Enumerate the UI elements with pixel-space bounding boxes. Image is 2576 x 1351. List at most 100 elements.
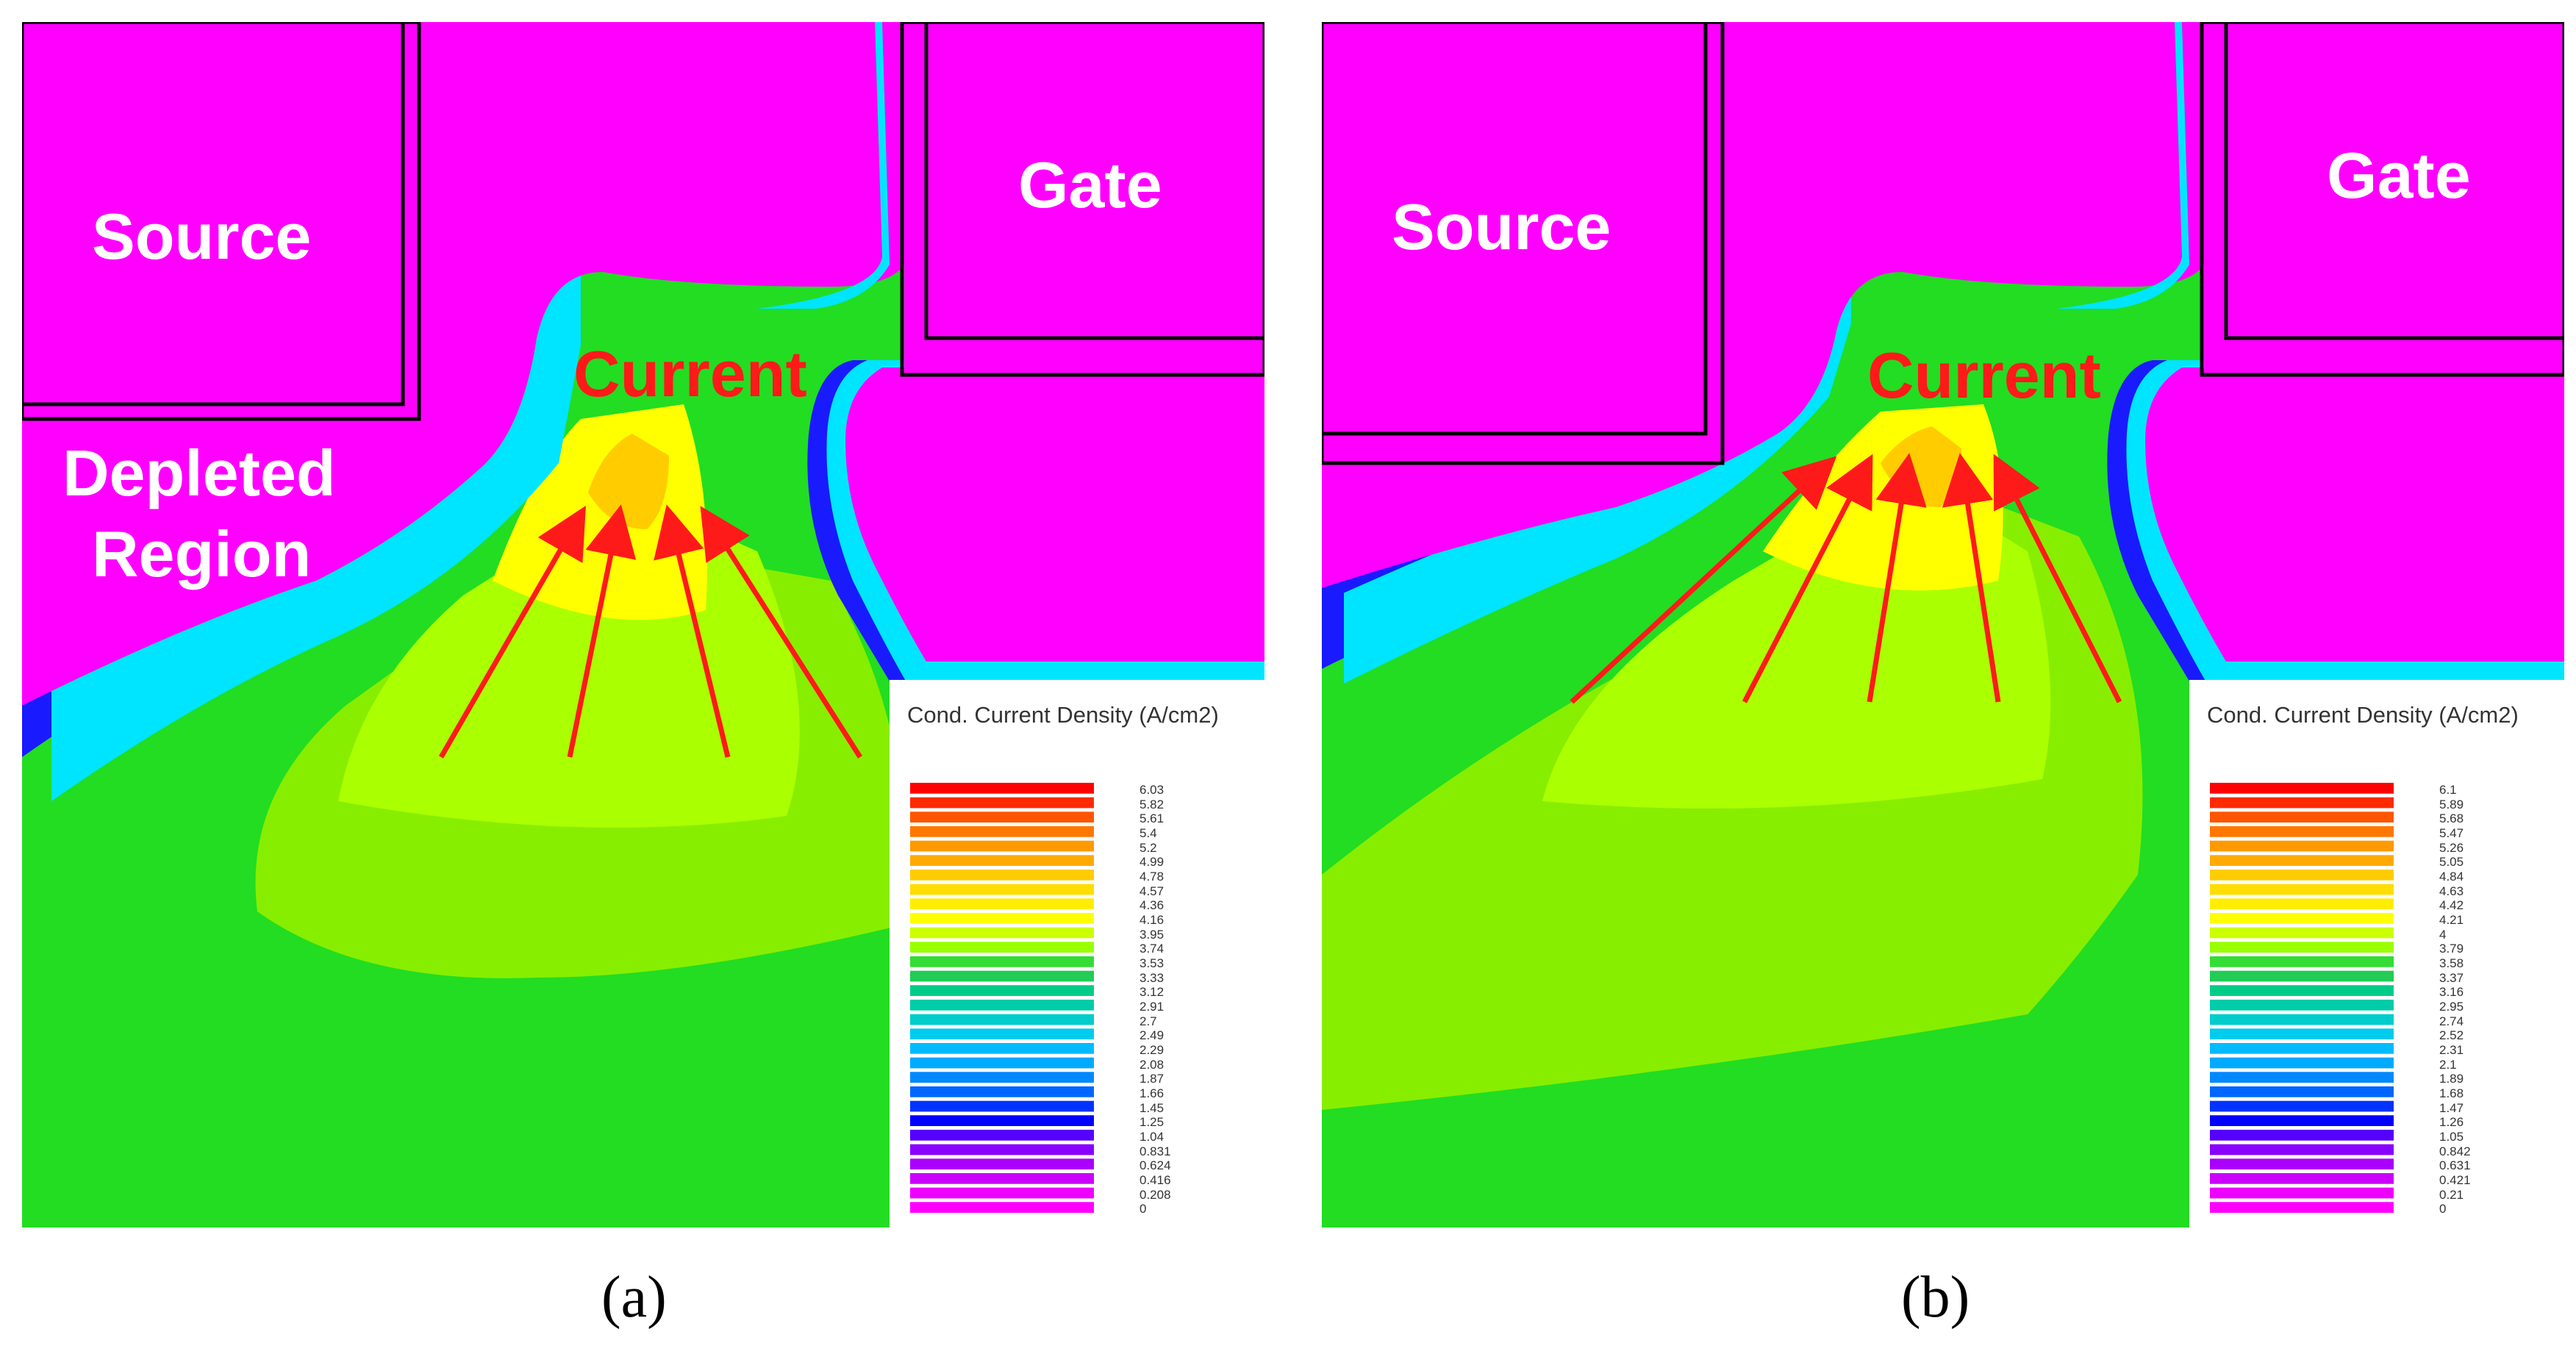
- legend-colorbar: [2210, 783, 2394, 1213]
- legend-tick-label: 0: [2439, 1202, 2447, 1216]
- legend-color-band: [2210, 1086, 2394, 1097]
- current-arrow: [567, 504, 637, 758]
- legend-color-band: [2210, 1057, 2394, 1069]
- legend-tick-label: 5.05: [2439, 855, 2464, 870]
- legend-color-band: [910, 942, 1094, 953]
- legend-color-band: [910, 826, 1094, 837]
- legend-color-band: [910, 970, 1094, 982]
- legend-color-band: [2210, 1144, 2394, 1155]
- legend-color-band: [2210, 811, 2394, 823]
- legend-tick-label: 5.89: [2439, 797, 2464, 811]
- legend-tick-label: 0.842: [2439, 1144, 2471, 1158]
- current-arrow: [654, 504, 731, 758]
- legend-tick-label: 2.1: [2439, 1057, 2457, 1072]
- legend-tick-label: 1.04: [1139, 1130, 1164, 1144]
- current-arrow: [1570, 456, 1837, 704]
- legend-tick-label: 2.29: [1139, 1043, 1164, 1057]
- legend-color-band: [910, 840, 1094, 852]
- legend-color-band: [2210, 797, 2394, 809]
- legend-ticks: 6.03 5.82 5.61 5.4 5.2 4.99 4.78 4.57 4.36 4.16 3.…: [1139, 783, 1242, 1216]
- legend-tick-label: 2.31: [2439, 1043, 2464, 1057]
- legend-tick-label: 0.208: [1139, 1187, 1171, 1202]
- panel-a: Source Gate Current Depleted Region Cond…: [22, 22, 1264, 1228]
- legend-color-band: [2210, 855, 2394, 866]
- legend-color-band: [2210, 1115, 2394, 1126]
- legend-color-band: [910, 1115, 1094, 1126]
- legend-color-band: [2210, 970, 2394, 982]
- legend-color-band: [910, 783, 1094, 794]
- legend-color-band: [2210, 1000, 2394, 1011]
- current-density-map-b: [1322, 22, 2564, 1228]
- legend-tick-label: 4.63: [2439, 884, 2464, 898]
- source-label: Source: [92, 200, 312, 273]
- legend-tick-label: 2.7: [1139, 1014, 1157, 1028]
- legend-color-band: [910, 1130, 1094, 1141]
- current-label: Current: [573, 337, 807, 410]
- legend-tick-label: 1.26: [2439, 1115, 2464, 1130]
- legend-tick-label: 0.421: [2439, 1173, 2471, 1187]
- legend-color-band: [910, 1202, 1094, 1213]
- legend-color-band: [2210, 783, 2394, 794]
- current-label: Current: [1867, 339, 2101, 412]
- legend-tick-label: 4.57: [1139, 884, 1164, 898]
- gate-outline-outer: [2200, 22, 2564, 377]
- legend-color-band: [910, 870, 1094, 881]
- legend-color-band: [910, 1158, 1094, 1169]
- caption-a: (a): [601, 1265, 667, 1330]
- current-density-map-a: [22, 22, 1264, 1228]
- gate-label: Gate: [2327, 139, 2471, 212]
- legend-tick-label: 5.2: [1139, 840, 1157, 855]
- source-label: Source: [1392, 190, 1611, 263]
- legend-color-band: [910, 1028, 1094, 1039]
- legend-color-band: [910, 1086, 1094, 1097]
- legend-color-band: [2210, 1043, 2394, 1054]
- legend-color-band: [910, 1173, 1094, 1184]
- legend-ticks: 6.1 5.89 5.68 5.47 5.26 5.05 4.84 4.63 4.42 4.21 4…: [2439, 783, 2542, 1216]
- legend-tick-label: 0: [1139, 1202, 1147, 1216]
- legend-tick-label: 3.33: [1139, 970, 1164, 985]
- legend-tick-label: 2.52: [2439, 1028, 2464, 1043]
- gate-depleted-region: [845, 368, 1264, 662]
- legend-color-band: [2210, 826, 2394, 837]
- current-arrow: [1993, 454, 2122, 703]
- legend-tick-label: 0.624: [1139, 1158, 1171, 1173]
- legend-color-band: [910, 1014, 1094, 1025]
- current-arrow: [1742, 454, 1873, 703]
- legend-tick-label: 4.16: [1139, 913, 1164, 927]
- gate-block: [2204, 22, 2564, 375]
- legend-tick-label: 4.99: [1139, 855, 1164, 870]
- legend-tick-label: 1.47: [2439, 1100, 2464, 1115]
- legend-color-band: [2210, 1100, 2394, 1112]
- legend-tick-label: 5.68: [2439, 811, 2464, 826]
- gate-depleted-region: [2145, 368, 2564, 662]
- current-arrow: [438, 505, 586, 759]
- legend-color-band: [910, 797, 1094, 809]
- legend-tick-label: 0.21: [2439, 1187, 2464, 1202]
- source-outline-outer: [22, 22, 421, 421]
- color-legend: Cond. Current Density (A/cm2) 6.03 5.82 5.…: [890, 680, 1264, 1228]
- legend-tick-label: 4: [2439, 927, 2447, 942]
- legend-title: Cond. Current Density (A/cm2): [2207, 702, 2519, 728]
- legend-color-band: [2210, 1187, 2394, 1199]
- legend-title: Cond. Current Density (A/cm2): [907, 702, 1219, 728]
- legend-tick-label: 0.831: [1139, 1144, 1171, 1158]
- legend-tick-label: 3.53: [1139, 956, 1164, 970]
- legend-color-band: [2210, 913, 2394, 924]
- legend-tick-label: 2.91: [1139, 1000, 1164, 1014]
- legend-tick-label: 4.21: [2439, 913, 2464, 927]
- legend-tick-label: 2.49: [1139, 1028, 1164, 1043]
- legend-color-band: [2210, 870, 2394, 881]
- legend-tick-label: 4.42: [2439, 898, 2464, 913]
- legend-tick-label: 1.66: [1139, 1086, 1164, 1100]
- legend-color-band: [910, 1187, 1094, 1199]
- legend-tick-label: 5.61: [1139, 811, 1164, 826]
- legend-color-band: [910, 1043, 1094, 1054]
- current-arrow: [1867, 453, 1927, 703]
- legend-tick-label: 3.74: [1139, 942, 1164, 956]
- region-label: Region: [92, 517, 312, 590]
- legend-color-band: [2210, 1014, 2394, 1025]
- legend-tick-label: 2.08: [1139, 1057, 1164, 1072]
- legend-tick-label: 3.12: [1139, 985, 1164, 1000]
- legend-colorbar: [910, 783, 1094, 1213]
- legend-color-band: [2210, 942, 2394, 953]
